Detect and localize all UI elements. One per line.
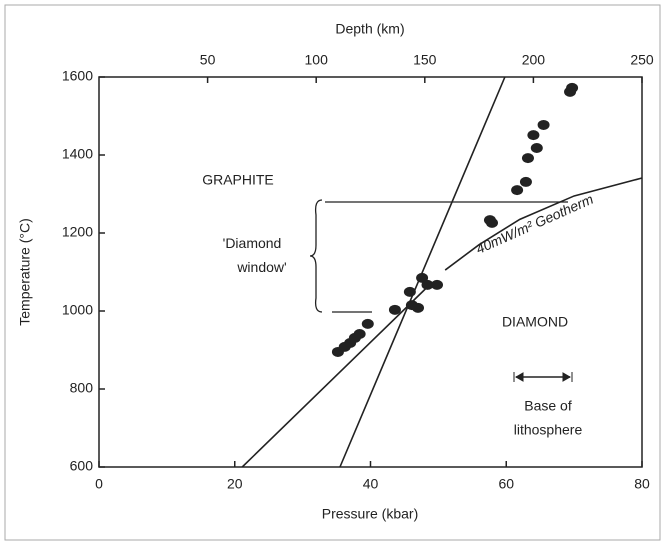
point: [485, 217, 498, 228]
point: [519, 176, 532, 187]
x-axis-label: Pressure (kbar): [322, 506, 418, 522]
x-tick-label: 40: [363, 476, 379, 492]
y-tick-label: 800: [70, 380, 94, 396]
y-tick-label: 1200: [62, 224, 93, 240]
annotation: lithosphere: [514, 422, 583, 438]
x2-tick-label: 100: [305, 52, 329, 68]
x2-tick-label: 250: [630, 52, 654, 68]
x-tick-label: 60: [498, 476, 514, 492]
annotation: 'Diamond window': [223, 235, 287, 275]
annotation: GRAPHITE: [202, 172, 274, 188]
brace: [309, 199, 323, 313]
x-tick-label: 20: [227, 476, 243, 492]
y-tick-label: 1600: [62, 68, 93, 84]
x2-tick-label: 50: [200, 52, 216, 68]
line: [241, 284, 431, 468]
x-tick-label: 80: [634, 476, 650, 492]
line: [339, 76, 506, 468]
annotation: Base of: [524, 398, 572, 414]
annotation: DIAMOND: [502, 314, 568, 330]
point: [511, 185, 524, 196]
y-tick-label: 1000: [62, 302, 93, 318]
figure-border: [4, 4, 661, 541]
point: [521, 153, 534, 164]
point: [412, 302, 425, 313]
y-axis-label: Temperature (°C): [17, 218, 33, 326]
point: [403, 286, 416, 297]
arrow-head: [513, 372, 573, 382]
x2-tick-label: 200: [522, 52, 546, 68]
x-tick-label: 0: [95, 476, 103, 492]
point: [388, 304, 401, 315]
point: [361, 318, 374, 329]
point: [431, 279, 444, 290]
point: [353, 329, 366, 340]
line: [444, 177, 643, 271]
point: [421, 279, 434, 290]
y-tick-label: 1400: [62, 146, 93, 162]
x2-axis-label: Depth (km): [335, 21, 404, 37]
y-tick-label: 600: [70, 458, 94, 474]
point: [530, 142, 543, 153]
point: [537, 119, 550, 130]
point: [527, 130, 540, 141]
x2-tick-label: 150: [413, 52, 437, 68]
point: [566, 82, 579, 93]
